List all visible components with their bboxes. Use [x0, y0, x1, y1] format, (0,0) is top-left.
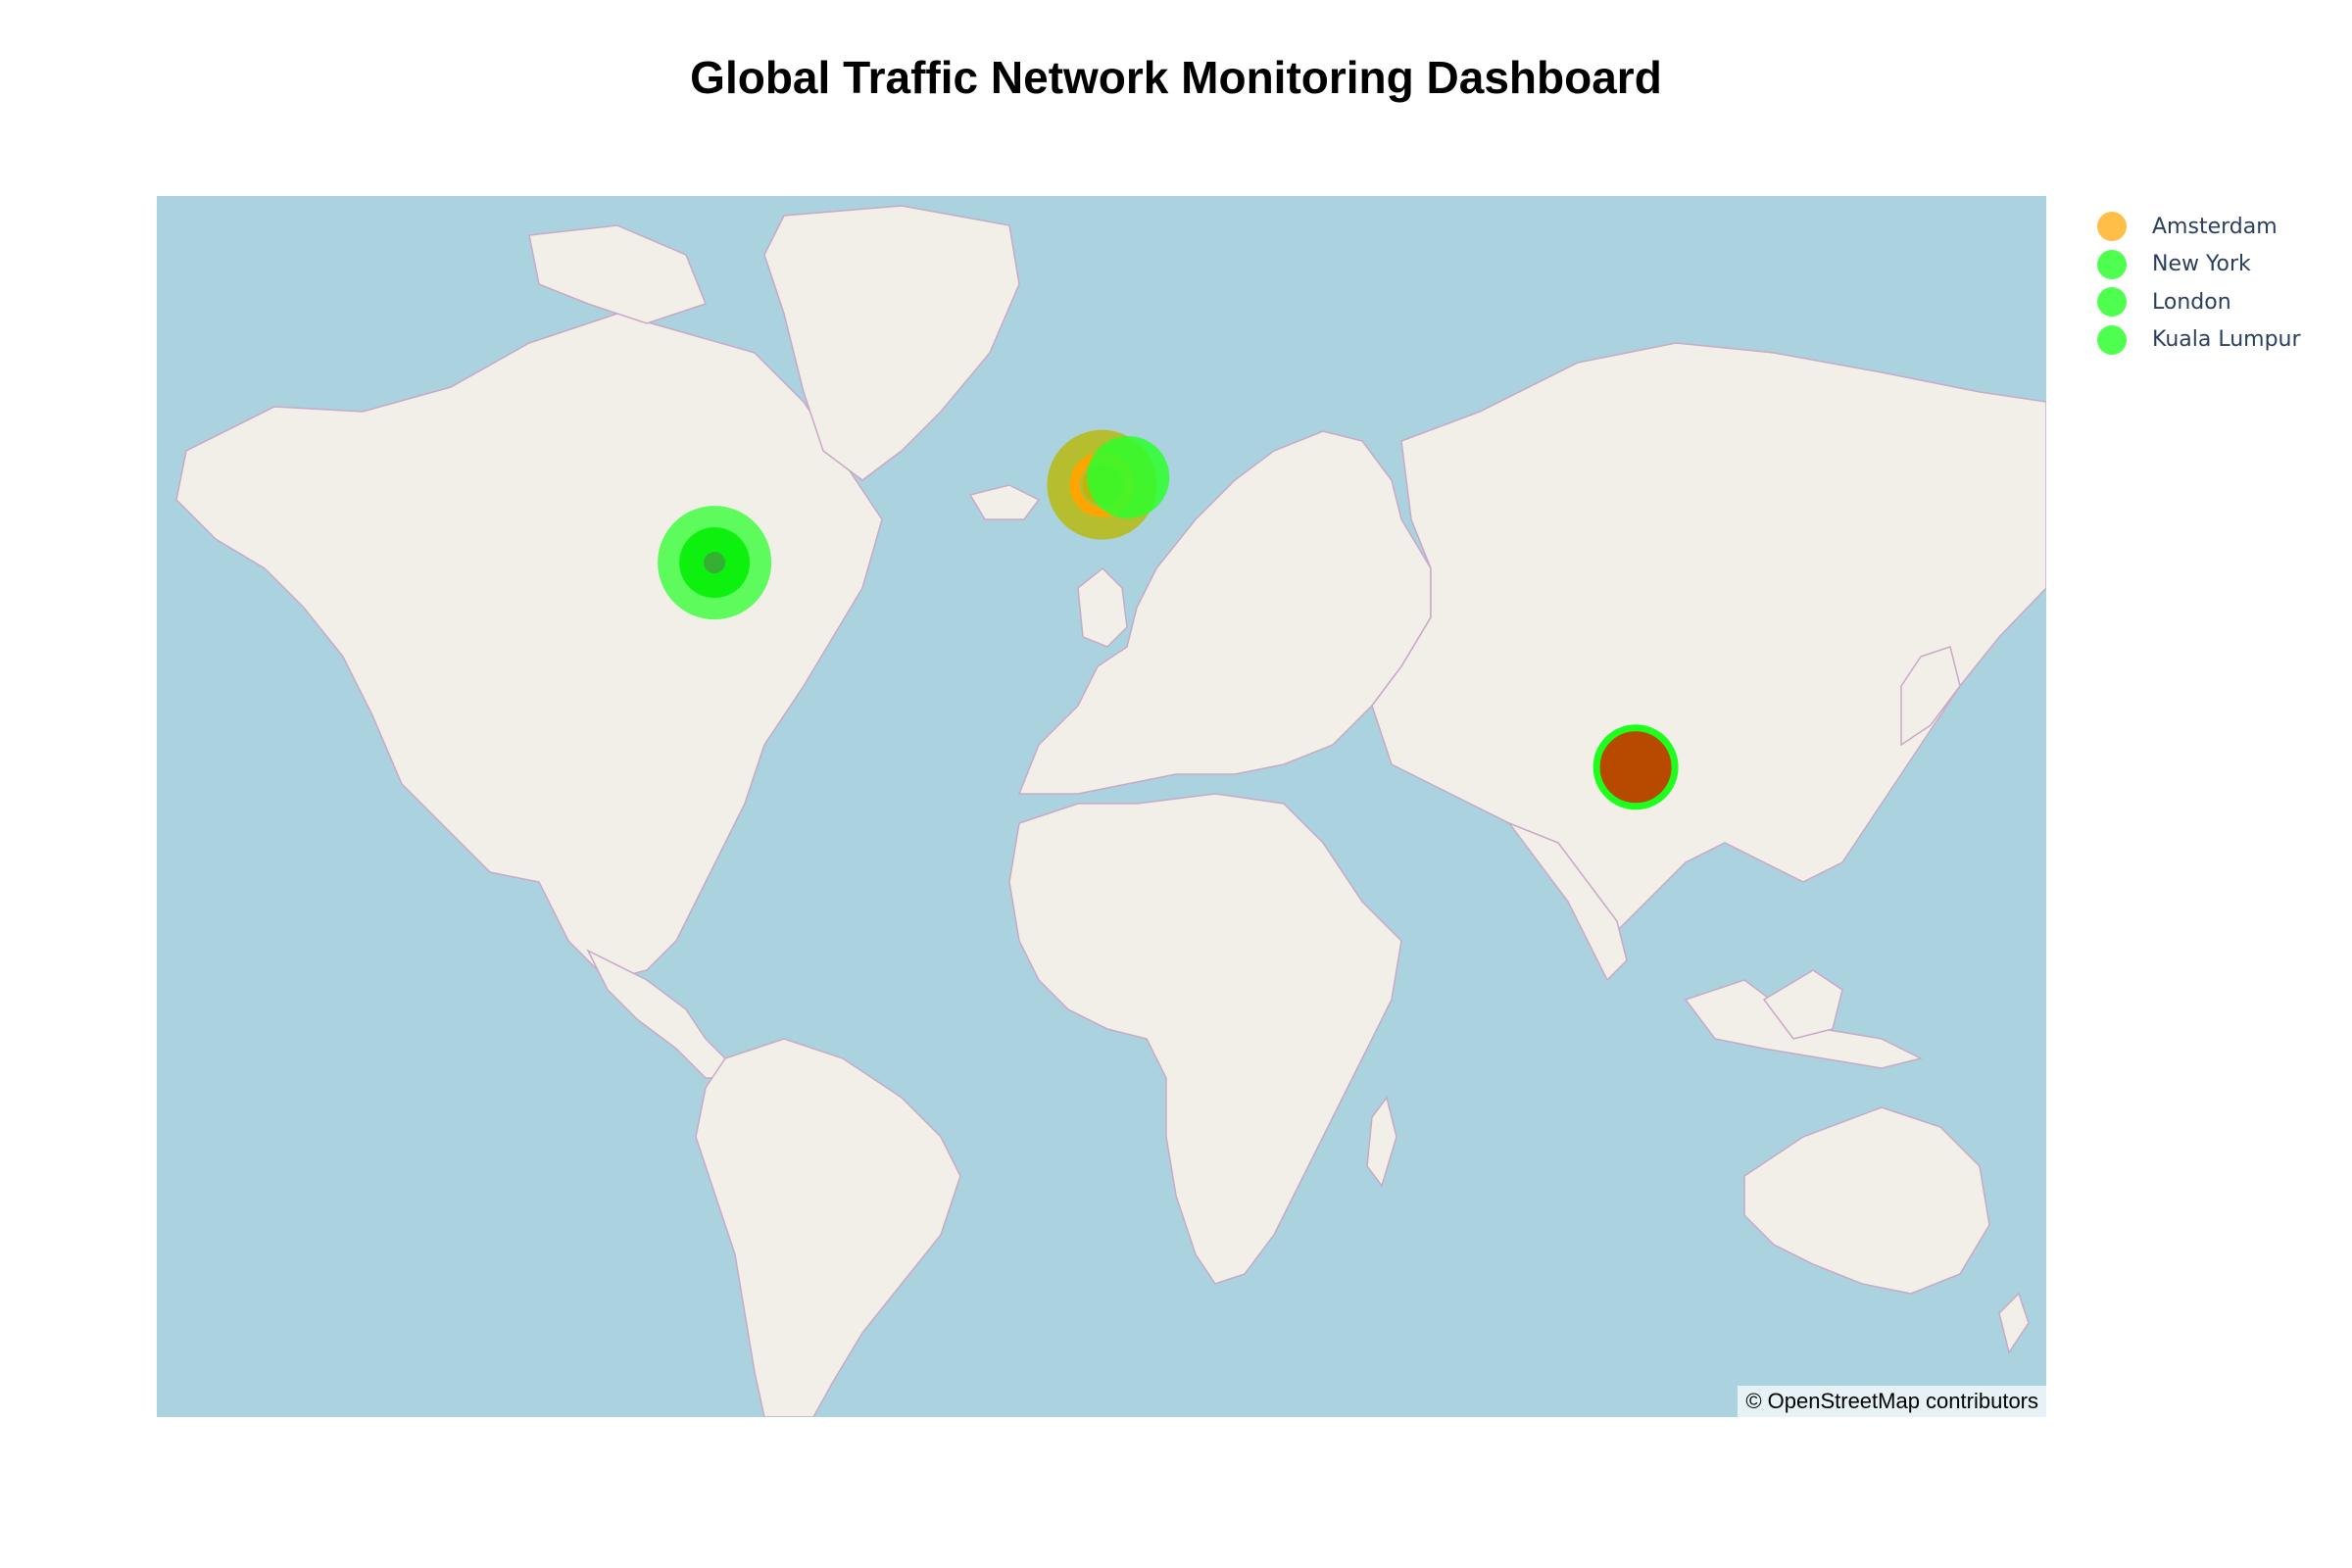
- australia-land: [1743, 1106, 1990, 1295]
- india-land: [1506, 821, 1628, 982]
- legend-label: Amsterdam: [2152, 214, 2278, 239]
- europe-land: [1017, 430, 1432, 795]
- page-title: Global Traffic Network Monitoring Dashbo…: [690, 52, 1662, 103]
- legend-label: New York: [2152, 252, 2251, 277]
- legend-label: London: [2152, 289, 2231, 315]
- legend-item-new-york[interactable]: New York: [2097, 246, 2301, 284]
- marker-new-york-core[interactable]: [704, 552, 726, 574]
- marker-amsterdam[interactable]: [1087, 435, 1170, 518]
- legend-label: Kuala Lumpur: [2152, 327, 2301, 353]
- central-america-land: [586, 949, 747, 1079]
- uk-land: [1077, 566, 1128, 648]
- asia-land: [1371, 342, 2046, 943]
- legend-item-kuala-lumpur[interactable]: Kuala Lumpur: [2097, 321, 2301, 360]
- legend-marker-icon: [2097, 324, 2127, 355]
- japan-land: [1900, 646, 1961, 747]
- map-canvas[interactable]: [157, 196, 2046, 1417]
- new-zealand-land: [1998, 1292, 2030, 1354]
- marker-kuala-lumpur[interactable]: [1592, 724, 1679, 810]
- legend: Amsterdam New York London Kuala Lumpur: [2097, 208, 2301, 359]
- land-layer: [175, 205, 2046, 1417]
- borneo-land: [1762, 969, 1843, 1040]
- legend-marker-icon: [2097, 287, 2127, 318]
- legend-item-london[interactable]: London: [2097, 283, 2301, 321]
- greenland-land: [763, 205, 1020, 481]
- africa-land: [1008, 793, 1402, 1285]
- map[interactable]: © OpenStreetMap contributors: [157, 196, 2046, 1417]
- legend-marker-icon: [2097, 212, 2127, 242]
- madagascar-land: [1366, 1096, 1397, 1188]
- north-america-land: [175, 313, 883, 981]
- map-attribution[interactable]: © OpenStreetMap contributors: [1738, 1386, 2046, 1417]
- south-america-land: [695, 1038, 961, 1417]
- iceland-land: [968, 484, 1041, 520]
- legend-marker-icon: [2097, 249, 2127, 279]
- legend-item-amsterdam[interactable]: Amsterdam: [2097, 208, 2301, 246]
- markers-layer[interactable]: [658, 429, 1679, 810]
- arctic-islands-land: [528, 224, 707, 324]
